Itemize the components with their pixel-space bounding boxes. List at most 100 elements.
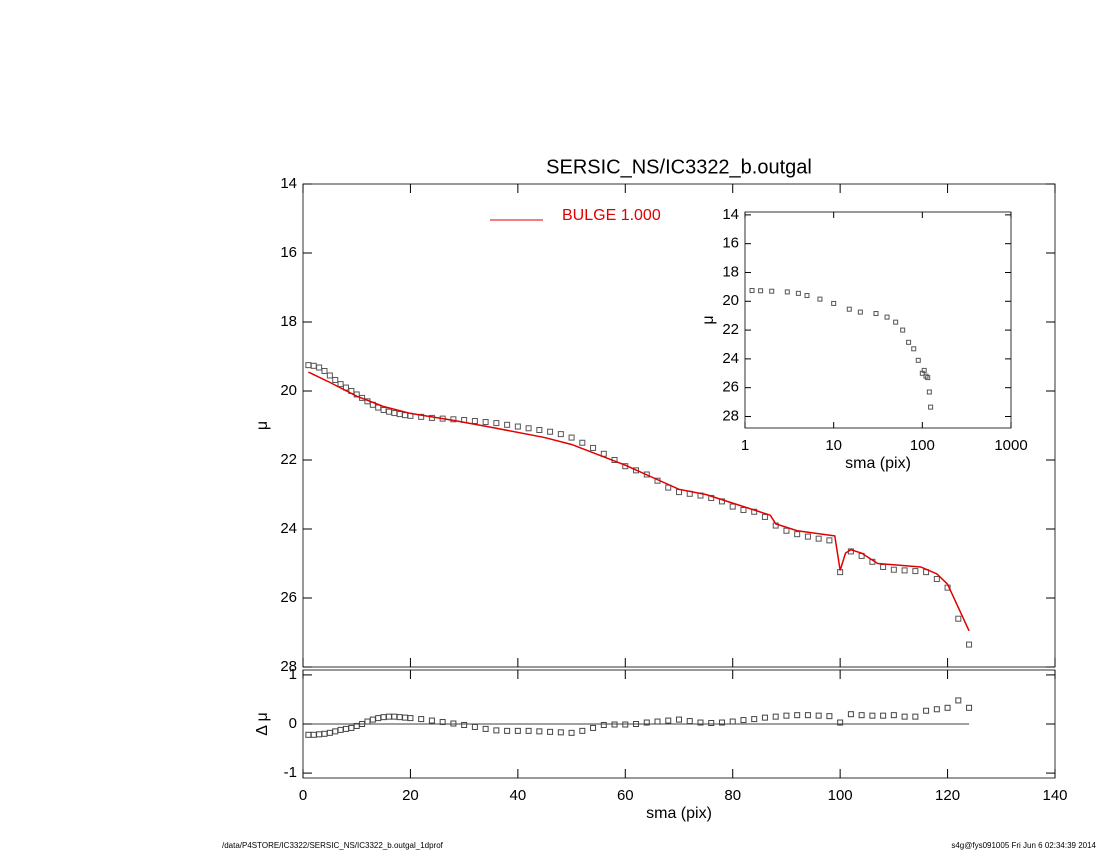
y-tick-label: 18 <box>722 263 739 280</box>
data-point <box>708 720 715 727</box>
data-point <box>439 719 446 726</box>
data-point <box>831 300 837 306</box>
data-point <box>955 615 962 622</box>
data-point <box>396 411 403 418</box>
x-tick-label: 140 <box>1042 787 1067 804</box>
data-point <box>536 728 543 735</box>
chart-title: SERSIC_NS/IC3322_b.outgal <box>546 156 812 178</box>
data-point <box>504 421 511 428</box>
data-point <box>385 713 392 720</box>
data-point <box>622 721 629 728</box>
data-point <box>643 719 650 726</box>
data-point <box>926 389 932 395</box>
data-point <box>402 412 409 419</box>
data-point <box>579 439 586 446</box>
data-point <box>794 531 801 538</box>
data-point <box>504 727 511 734</box>
data-point <box>901 713 908 720</box>
data-point <box>912 713 919 720</box>
data-point <box>557 729 564 736</box>
x-tick-label: 40 <box>510 787 527 804</box>
data-point <box>321 730 328 737</box>
data-point <box>428 717 435 724</box>
data-point <box>310 731 317 738</box>
data-point <box>391 410 398 417</box>
data-point <box>568 729 575 736</box>
data-point <box>547 728 554 735</box>
data-point <box>633 721 640 727</box>
data-point <box>815 712 822 719</box>
y-axis-label: Δ μ <box>254 712 271 735</box>
data-point <box>557 431 564 438</box>
data-point <box>740 507 747 514</box>
data-point <box>826 537 833 544</box>
data-point <box>933 576 940 583</box>
data-point <box>769 288 775 294</box>
data-point <box>418 716 425 723</box>
y-axis-label: μ <box>254 421 271 430</box>
y-tick-label: 20 <box>280 382 297 399</box>
x-axis-label: sma (pix) <box>646 805 712 822</box>
data-point <box>326 372 333 379</box>
data-point <box>321 367 328 374</box>
data-point <box>925 375 931 381</box>
data-point <box>837 719 844 726</box>
x-axis-label: sma (pix) <box>845 455 911 472</box>
data-point <box>407 715 414 722</box>
data-point <box>568 434 575 441</box>
data-point <box>461 721 468 728</box>
data-point <box>966 641 973 648</box>
y-tick-label: 24 <box>722 350 739 367</box>
x-tick-label: 20 <box>402 787 419 804</box>
data-point <box>804 533 811 540</box>
data-point <box>794 712 801 719</box>
data-point <box>686 718 693 725</box>
x-tick-label: 100 <box>828 787 853 804</box>
data-point <box>740 717 747 724</box>
data-point <box>482 725 489 732</box>
data-point <box>364 718 371 725</box>
data-point <box>729 503 736 510</box>
y-tick-label: 22 <box>280 451 297 468</box>
data-point <box>380 714 387 721</box>
data-point <box>921 367 927 373</box>
plot-frame <box>744 211 1012 429</box>
data-point <box>305 731 312 738</box>
data-point <box>784 289 790 295</box>
y-tick-label: -1 <box>284 764 297 781</box>
data-point <box>482 419 489 426</box>
data-point <box>758 288 764 294</box>
data-point <box>676 716 682 723</box>
data-point <box>890 712 897 719</box>
plot-frame <box>302 183 1056 668</box>
y-tick-label: 28 <box>722 407 739 424</box>
data-point <box>893 319 899 325</box>
data-point <box>761 513 768 520</box>
data-point <box>718 719 725 726</box>
data-point <box>884 314 890 320</box>
data-point <box>342 725 349 732</box>
data-point <box>326 729 333 736</box>
data-point <box>493 420 500 427</box>
x-tick-label: 100 <box>910 437 935 454</box>
data-point <box>418 413 425 420</box>
data-point <box>804 293 810 299</box>
y-axis-label: μ <box>700 315 717 324</box>
data-point <box>923 707 930 714</box>
data-point <box>783 712 790 719</box>
data-point <box>729 718 736 725</box>
data-point <box>857 309 863 315</box>
y-tick-label: 24 <box>280 520 297 537</box>
footer-right: s4g@fys091005 Fri Jun 6 02:34:39 2014 <box>951 841 1096 850</box>
data-point <box>305 362 312 369</box>
data-point <box>611 721 618 728</box>
data-point <box>332 728 339 735</box>
y-tick-label: 28 <box>280 658 297 675</box>
data-point <box>380 406 387 413</box>
data-point <box>966 704 973 711</box>
data-point <box>906 339 912 345</box>
data-point <box>901 567 908 574</box>
data-point <box>858 712 865 719</box>
data-point <box>316 364 323 371</box>
